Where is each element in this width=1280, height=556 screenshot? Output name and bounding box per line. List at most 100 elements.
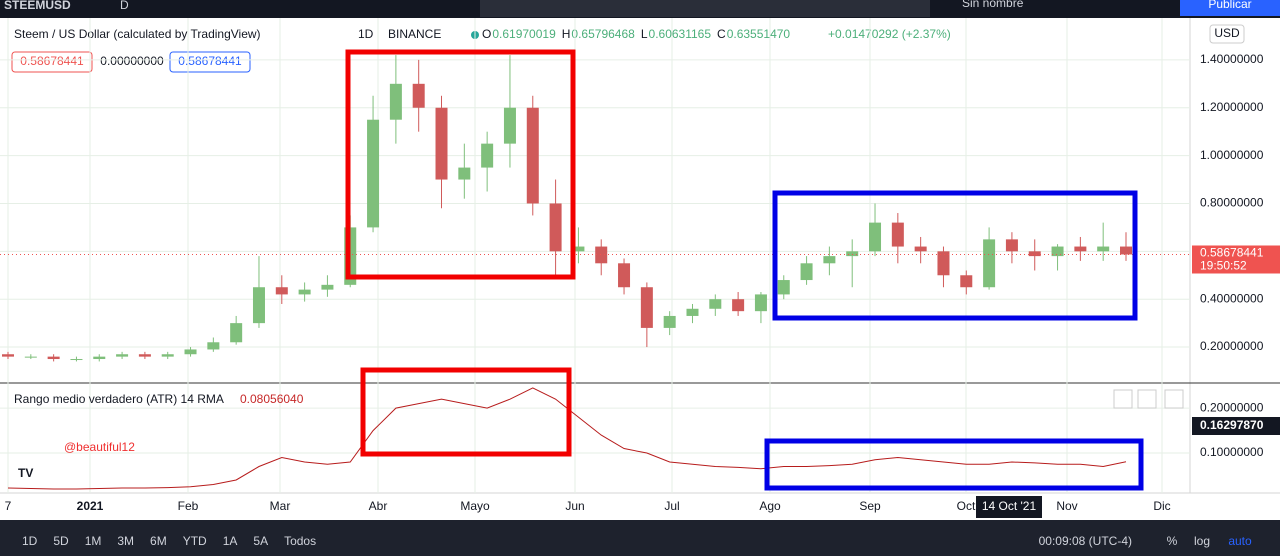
candle-body	[47, 356, 60, 360]
ohlc-key: C	[717, 27, 726, 41]
candle-body	[367, 119, 380, 228]
currency-button[interactable]	[1209, 24, 1245, 44]
y-tick-label: 0.80000000	[1200, 196, 1264, 210]
drawing-toolbar[interactable]	[480, 0, 930, 17]
auto-toggle[interactable]: auto	[1228, 534, 1252, 548]
candle-body	[435, 107, 448, 180]
highlight-box	[772, 190, 1138, 321]
candle-body	[275, 287, 288, 295]
x-tick-label: Jun	[565, 499, 584, 513]
candle-body	[686, 308, 699, 316]
pane-close-button[interactable]	[1137, 389, 1157, 409]
candle-body	[914, 246, 927, 252]
tv-logo: TV	[18, 466, 33, 480]
range-button[interactable]: 1D	[22, 534, 38, 548]
highlight-box	[764, 438, 1144, 491]
atr-badge-text: 0.16297870	[1200, 418, 1264, 432]
range-button[interactable]: 3M	[117, 534, 134, 548]
candle-body	[1120, 246, 1132, 255]
y-tick-label: 0.40000000	[1200, 291, 1264, 305]
crosshair-date: 14 Oct '21	[982, 499, 1037, 513]
candle-body	[709, 299, 722, 309]
range-button[interactable]: Todos	[284, 534, 316, 548]
bottom-bar: 1D 5D 1M 3M 6M YTD 1A 5A Todos 00:09:08 (UTC-4) …	[0, 520, 1280, 556]
ohlc-key: H	[562, 27, 571, 41]
last-price: 0.58678441	[1200, 246, 1264, 260]
header-exchange: BINANCE	[388, 27, 441, 41]
bottom-bar-bg	[0, 520, 1280, 556]
symbol-title: Steem / US Dollar (calculated by Trading…	[14, 27, 261, 41]
candle-body	[1005, 239, 1018, 252]
candle-body	[389, 83, 402, 120]
candle-body	[161, 354, 174, 357]
range-button[interactable]: 5D	[53, 534, 69, 548]
candle-body	[572, 246, 585, 252]
x-tick-label: Mar	[270, 499, 291, 513]
x-tick-label: Nov	[1056, 499, 1077, 513]
badge	[11, 51, 93, 73]
atr-badge	[1192, 417, 1280, 435]
candle-body	[549, 203, 562, 252]
candle-body	[869, 222, 882, 252]
atr-legend: Rango medio verdadero (ATR) 14 RMA	[14, 392, 224, 406]
ohlc: O 0.61970019 H 0.65796468 L 0.60631165 C 0.6355…	[482, 27, 790, 41]
range-button[interactable]: 6M	[150, 534, 167, 548]
ohlc-value: 0.63551470	[727, 27, 791, 41]
pane-maximize-button[interactable]	[1164, 389, 1184, 409]
candle-body	[503, 107, 516, 144]
candle-body	[960, 275, 973, 288]
candle-body	[937, 251, 950, 276]
range-button[interactable]: 1M	[85, 534, 102, 548]
candle-body	[777, 280, 790, 295]
header-interval: 1D	[358, 27, 374, 41]
change: +0.01470292 (+2.37%)	[828, 27, 951, 41]
countdown: 19:50:52	[1200, 259, 1247, 273]
ohlc-value: 0.65796468	[571, 27, 635, 41]
badge-text: 0.58678441	[178, 54, 242, 68]
atr-current: 0.08056040	[240, 392, 304, 406]
candle-body	[754, 294, 767, 312]
ohlc-key: L	[641, 27, 648, 41]
candle-body	[891, 222, 904, 247]
candle-body	[412, 83, 425, 108]
highlight-box	[345, 49, 576, 280]
candle-body	[138, 354, 151, 357]
x-tick-label: 7	[5, 499, 12, 513]
y-tick-label: 0.10000000	[1200, 445, 1264, 459]
x-tick-label: Dic	[1153, 499, 1170, 513]
x-tick-label: 2021	[77, 499, 104, 513]
range-button[interactable]: 5A	[253, 534, 268, 548]
x-tick-label: Ago	[759, 499, 781, 513]
symbol[interactable]: STEEMUSD	[4, 0, 71, 12]
candle-body	[1074, 246, 1087, 252]
pane-up-button[interactable]	[1113, 389, 1133, 409]
candle-body	[70, 359, 83, 361]
publish-button[interactable]	[1180, 0, 1280, 16]
candle-body	[1051, 246, 1064, 257]
x-tick-label: Mayo	[460, 499, 490, 513]
plot	[0, 18, 1190, 493]
candle-body	[618, 263, 631, 288]
candle-body	[24, 356, 37, 358]
badge	[169, 51, 251, 73]
range-button[interactable]: 1A	[223, 534, 238, 548]
x-tick-label: Oct	[957, 499, 976, 513]
y-tick-label: 1.40000000	[1200, 52, 1264, 66]
publish-label[interactable]: Publicar	[1208, 0, 1251, 11]
range-button[interactable]: YTD	[183, 534, 207, 548]
candle-body	[298, 289, 311, 295]
currency[interactable]: USD	[1214, 26, 1240, 40]
layout-name[interactable]: Sin nombre	[962, 0, 1024, 10]
y-tick-label: 0.20000000	[1200, 400, 1264, 414]
y-tick-label: 1.00000000	[1200, 148, 1264, 162]
y-tick-label: 1.20000000	[1200, 100, 1264, 114]
clock: 00:09:08 (UTC-4)	[1039, 534, 1132, 548]
log-toggle[interactable]: log	[1194, 534, 1210, 548]
candle-body	[93, 356, 106, 360]
interval[interactable]: D	[120, 0, 129, 12]
top-toolbar: STEEMUSD D Sin nombre Publicar	[0, 0, 1280, 18]
watermark: @beautiful12	[64, 440, 135, 454]
percent-toggle[interactable]: %	[1167, 534, 1178, 548]
